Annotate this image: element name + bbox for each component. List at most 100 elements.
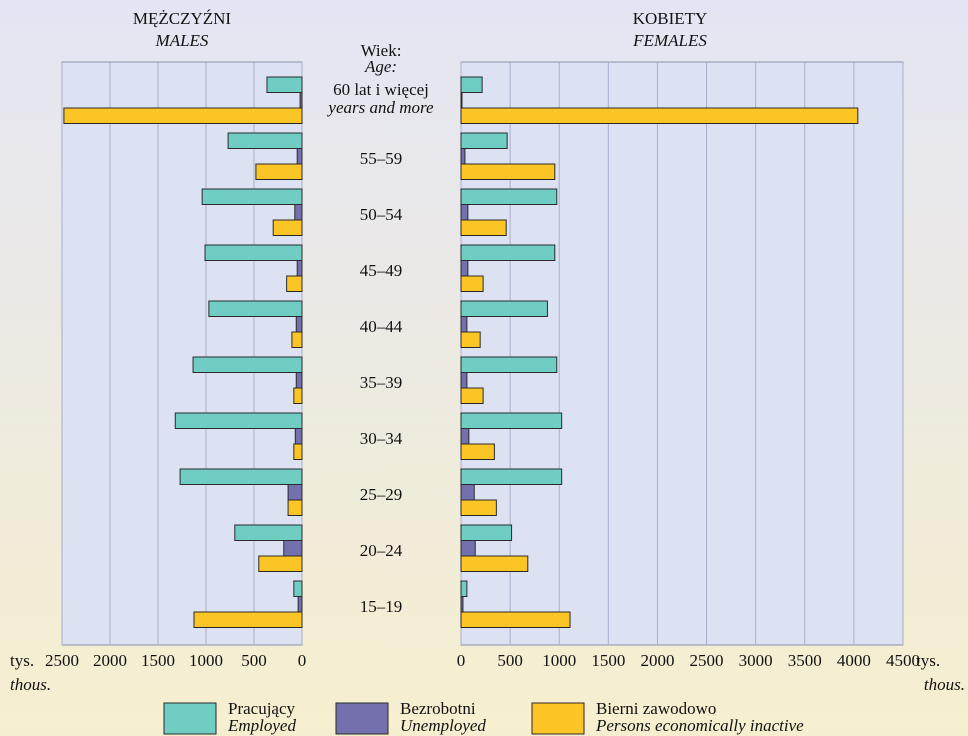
bar — [193, 611, 303, 628]
age-label: Wiek: — [361, 41, 402, 60]
bar — [294, 428, 303, 445]
bar — [299, 92, 303, 109]
category-label: 15–19 — [360, 597, 403, 616]
bar — [460, 611, 571, 628]
bar — [204, 244, 303, 261]
bar — [294, 204, 303, 221]
x-tick-label: 500 — [497, 651, 523, 670]
bar — [293, 387, 303, 404]
panel-subtitle: MALES — [155, 31, 209, 50]
bar — [287, 484, 303, 501]
category-label: 55–59 — [360, 149, 403, 168]
category-label: 30–34 — [360, 429, 403, 448]
x-tick-label: 3000 — [739, 651, 773, 670]
x-tick-label: 2000 — [640, 651, 674, 670]
bar — [460, 499, 497, 516]
unit-label-en: thous. — [924, 675, 965, 694]
bar — [460, 484, 475, 501]
legend-label: Bezrobotni — [400, 699, 476, 718]
bar — [296, 148, 303, 165]
legend-swatch — [163, 702, 217, 735]
category-label: 35–39 — [360, 373, 403, 392]
bar — [460, 92, 463, 109]
unit-label: tys. — [10, 651, 34, 670]
bar — [460, 76, 483, 93]
bar — [272, 219, 303, 236]
bar — [460, 443, 495, 460]
x-tick-label: 3500 — [788, 651, 822, 670]
legend-label: Bierni zawodowo — [596, 699, 716, 718]
bar — [460, 540, 476, 557]
bar — [460, 107, 859, 124]
bar — [460, 428, 470, 445]
x-tick-label: 1000 — [542, 651, 576, 670]
bar — [460, 132, 508, 149]
bar — [460, 188, 558, 205]
bar — [460, 219, 507, 236]
bar — [201, 188, 303, 205]
legend-label-en: Persons economically inactive — [595, 716, 804, 735]
x-tick-label: 4000 — [837, 651, 871, 670]
bar — [291, 331, 303, 348]
legend-label-en: Employed — [227, 716, 296, 735]
bar — [192, 356, 303, 373]
panel-subtitle: FEMALES — [632, 31, 707, 50]
bar — [460, 387, 484, 404]
bar — [227, 132, 303, 149]
unit-label: tys. — [916, 651, 940, 670]
bar — [460, 524, 513, 541]
bar — [460, 555, 529, 572]
bar — [283, 540, 303, 557]
panel-title: KOBIETY — [633, 9, 708, 28]
plot-area — [61, 61, 303, 646]
x-tick-label: 4500 — [886, 651, 920, 670]
legend-label: Pracujący — [228, 699, 296, 718]
bar — [297, 596, 303, 613]
legend-label-en: Unemployed — [400, 716, 486, 735]
category-label: 60 lat i więcej — [333, 80, 429, 99]
legend-swatch — [531, 702, 585, 735]
bar — [460, 244, 556, 261]
bar — [63, 107, 303, 124]
category-label: 50–54 — [360, 205, 403, 224]
bar — [258, 555, 303, 572]
x-tick-label: 2000 — [93, 651, 127, 670]
bar — [460, 275, 484, 292]
bar — [296, 260, 303, 277]
bar — [460, 468, 563, 485]
category-label-en: years and more — [326, 98, 434, 117]
age-label-en: Age: — [364, 57, 397, 76]
bar — [174, 412, 303, 429]
category-label: 45–49 — [360, 261, 403, 280]
bar — [460, 372, 468, 389]
x-tick-label: 2500 — [690, 651, 724, 670]
bar — [460, 316, 468, 333]
unit-label-en: thous. — [10, 675, 51, 694]
category-label: 25–29 — [360, 485, 403, 504]
bar — [266, 76, 303, 93]
x-tick-label: 2500 — [45, 651, 79, 670]
bar — [460, 596, 464, 613]
plot-area — [460, 61, 904, 646]
bar — [460, 163, 556, 180]
bar — [208, 300, 303, 317]
bar — [287, 499, 303, 516]
bar — [295, 316, 303, 333]
bar — [460, 356, 558, 373]
bar — [234, 524, 303, 541]
bar — [460, 412, 563, 429]
category-label: 40–44 — [360, 317, 403, 336]
x-tick-label: 0 — [298, 651, 307, 670]
x-tick-label: 1000 — [189, 651, 223, 670]
bar — [286, 275, 303, 292]
bar — [460, 204, 469, 221]
bar — [179, 468, 303, 485]
bar — [460, 148, 466, 165]
x-tick-label: 1500 — [141, 651, 175, 670]
panel-title: MĘŻCZYŹNI — [133, 9, 232, 28]
x-tick-label: 1500 — [591, 651, 625, 670]
x-tick-label: 0 — [457, 651, 466, 670]
x-tick-label: 500 — [241, 651, 267, 670]
bar — [460, 580, 468, 597]
